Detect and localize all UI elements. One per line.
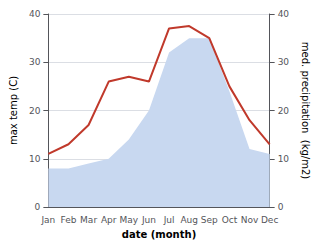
svg-text:10: 10 xyxy=(29,154,41,164)
svg-text:date (month): date (month) xyxy=(122,229,196,240)
svg-text:0: 0 xyxy=(278,202,284,212)
svg-text:20: 20 xyxy=(278,106,290,116)
svg-text:Sep: Sep xyxy=(201,215,218,225)
svg-text:30: 30 xyxy=(278,57,290,67)
svg-text:med. precipitation (kg/m2): med. precipitation (kg/m2) xyxy=(300,42,311,179)
svg-text:Nov: Nov xyxy=(241,215,259,225)
svg-text:10: 10 xyxy=(278,154,290,164)
svg-text:20: 20 xyxy=(29,106,41,116)
svg-text:Feb: Feb xyxy=(61,215,77,225)
svg-text:May: May xyxy=(120,215,139,225)
svg-text:40: 40 xyxy=(278,9,290,19)
svg-text:0: 0 xyxy=(35,202,41,212)
svg-text:30: 30 xyxy=(29,57,41,67)
svg-text:max temp (C): max temp (C) xyxy=(8,76,19,145)
svg-text:Apr: Apr xyxy=(101,215,117,225)
svg-text:Mar: Mar xyxy=(80,215,97,225)
svg-text:Jun: Jun xyxy=(141,215,156,225)
svg-text:Jul: Jul xyxy=(163,215,175,225)
svg-text:Aug: Aug xyxy=(180,215,198,225)
svg-text:Oct: Oct xyxy=(222,215,238,225)
svg-text:Jan: Jan xyxy=(40,215,55,225)
svg-text:40: 40 xyxy=(29,9,41,19)
svg-text:Dec: Dec xyxy=(261,215,278,225)
